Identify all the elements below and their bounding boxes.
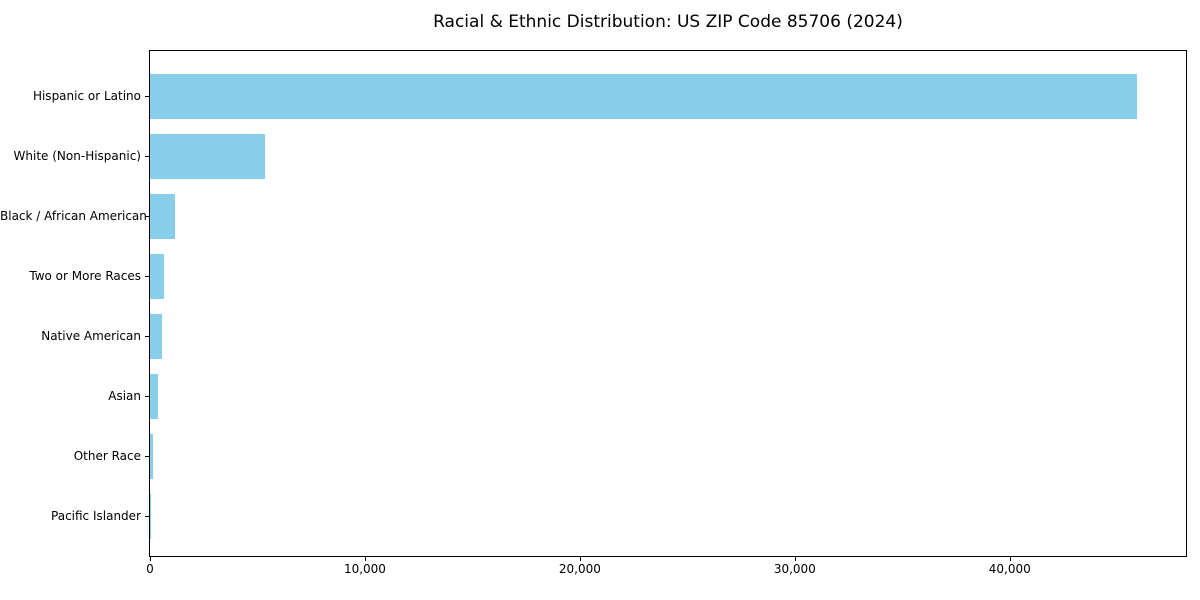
bar [150, 313, 163, 359]
x-tick-label: 20,000 [558, 562, 601, 576]
y-tick-mark [145, 395, 149, 397]
category-label: Two or More Races [29, 269, 141, 283]
category-label: Hispanic or Latino [32, 89, 141, 103]
category-label: Other Race [73, 449, 141, 463]
chart-title: Racial & Ethnic Distribution: US ZIP Cod… [433, 12, 903, 32]
bar [150, 373, 158, 419]
x-tick-label: 30,000 [773, 562, 816, 576]
y-tick-mark [145, 515, 149, 517]
bar-rows: Hispanic or Latino White (Non-Hispanic) Bl… [0, 66, 1200, 546]
bar [150, 73, 1137, 119]
x-tick-mark [150, 557, 151, 561]
bar-row: Asian [0, 366, 1200, 426]
bar [150, 253, 164, 299]
category-label: Asian [108, 389, 141, 403]
y-tick-mark [145, 215, 149, 217]
bar [150, 193, 175, 239]
category-label: Black / African American [0, 209, 147, 223]
y-tick-mark [145, 335, 149, 337]
x-tick-mark [1009, 557, 1011, 561]
bar-row: Pacific Islander [0, 486, 1200, 546]
category-label: White (Non-Hispanic) [13, 149, 141, 163]
category-label: Pacific Islander [51, 509, 141, 523]
bar-row: Two or More Races [0, 246, 1200, 306]
y-tick-mark [145, 275, 149, 277]
bar-row: Hispanic or Latino [0, 66, 1200, 126]
bar [150, 493, 151, 539]
bar [150, 133, 265, 179]
bar-row: Other Race [0, 426, 1200, 486]
y-tick-mark [145, 155, 149, 157]
x-tick-label: 40,000 [988, 562, 1031, 576]
x-tick-mark [364, 557, 366, 561]
bar-row: Native American [0, 306, 1200, 366]
bar-row: Black / African American [0, 186, 1200, 246]
x-tick-mark [579, 557, 581, 561]
x-tick-mark [794, 557, 796, 561]
x-tick-label: 0 [146, 562, 154, 576]
x-tick-label: 10,000 [343, 562, 386, 576]
bar-row: White (Non-Hispanic) [0, 126, 1200, 186]
plot-area [149, 50, 1187, 557]
category-label: Native American [41, 329, 141, 343]
bar [150, 433, 153, 479]
y-tick-mark [145, 95, 149, 97]
y-tick-mark [145, 455, 149, 457]
